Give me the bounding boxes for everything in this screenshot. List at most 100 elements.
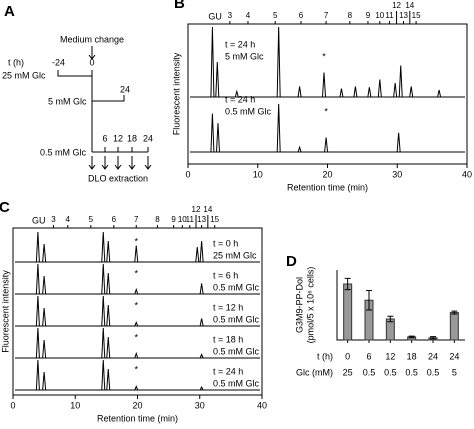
peak bbox=[106, 272, 111, 295]
x-tick-label: 30 bbox=[392, 169, 402, 179]
peak bbox=[35, 231, 40, 263]
gu-tick-label: 10 bbox=[375, 11, 384, 20]
peak bbox=[134, 287, 139, 295]
peak bbox=[195, 246, 200, 263]
time: -24 bbox=[52, 57, 65, 67]
peak bbox=[276, 26, 281, 98]
peak bbox=[35, 263, 40, 295]
peak bbox=[322, 72, 327, 98]
gu-tick-label: 4 bbox=[66, 215, 71, 224]
trace-label: t = 12 h bbox=[213, 302, 243, 312]
asterisk: * bbox=[134, 236, 138, 246]
trace-label: 0.5 mM Glc bbox=[213, 314, 260, 324]
peak bbox=[437, 89, 442, 98]
x-axis-label: Retention time (min) bbox=[287, 182, 368, 192]
peak bbox=[42, 307, 47, 327]
x-tick-label: 20 bbox=[322, 169, 332, 179]
peak bbox=[393, 82, 398, 98]
x-axis-label: Retention time (min) bbox=[97, 413, 178, 423]
peak bbox=[215, 123, 220, 153]
x-tick-label: 10 bbox=[70, 400, 80, 410]
x-tick-label: 0.5 bbox=[405, 367, 418, 377]
time: 18 bbox=[127, 133, 137, 143]
x-tick-label: 24 bbox=[449, 351, 459, 361]
peak bbox=[42, 243, 47, 263]
peak bbox=[35, 359, 40, 391]
trace-label: 0.5 mM Glc bbox=[213, 282, 260, 292]
peak bbox=[35, 327, 40, 359]
x-tick-label: 0.5 bbox=[384, 367, 397, 377]
peak bbox=[199, 240, 204, 263]
row-label: t (h) bbox=[317, 351, 333, 361]
peak bbox=[199, 385, 204, 391]
peak bbox=[215, 61, 220, 98]
peak bbox=[210, 26, 215, 98]
y-axis-label: Fluorescent intensity bbox=[0, 270, 10, 353]
peak bbox=[101, 263, 106, 295]
peak bbox=[101, 359, 106, 391]
peak bbox=[199, 318, 204, 327]
peak bbox=[398, 65, 403, 98]
x-tick-label: 5 bbox=[452, 367, 457, 377]
trace-label: t = 24 h bbox=[225, 94, 255, 104]
x-tick-label: 6 bbox=[366, 351, 371, 361]
time: 12 bbox=[113, 133, 123, 143]
x-tick-label: 24 bbox=[428, 351, 438, 361]
time: 6 bbox=[102, 133, 107, 143]
panel-label: C bbox=[0, 199, 10, 216]
arrows bbox=[88, 156, 152, 170]
x-tick-label: 0 bbox=[185, 169, 190, 179]
gu-tick-label: 5 bbox=[273, 11, 278, 20]
x-tick-label: 12 bbox=[385, 351, 395, 361]
trace-label: 0.5 mM Glc bbox=[213, 346, 260, 356]
arrow bbox=[88, 46, 96, 60]
peak bbox=[101, 295, 106, 327]
peak bbox=[134, 321, 139, 327]
bar bbox=[343, 283, 353, 341]
x-tick-label: 25 bbox=[343, 367, 353, 377]
error-bar bbox=[451, 310, 458, 315]
gu-tick-label: 11 bbox=[385, 11, 394, 20]
x-tick-label: 40 bbox=[257, 400, 267, 410]
condition: 25 mM Glc bbox=[2, 70, 46, 80]
error-bar bbox=[430, 336, 436, 340]
peak bbox=[106, 304, 111, 327]
asterisk: * bbox=[322, 51, 326, 61]
asterisk: * bbox=[134, 268, 138, 278]
gu-tick-label: 13 bbox=[399, 11, 408, 20]
gu-tick-label: 9 bbox=[171, 215, 176, 224]
gu-tick-label: 12 bbox=[192, 205, 201, 214]
gu-tick-label: 12 bbox=[392, 1, 401, 10]
time: 24 bbox=[120, 84, 130, 94]
peak bbox=[396, 132, 401, 153]
condition: 0.5 mM Glc bbox=[40, 147, 87, 157]
peak bbox=[134, 385, 139, 391]
peak bbox=[42, 371, 47, 391]
peak bbox=[367, 87, 372, 98]
trace-label: t = 24 h bbox=[213, 366, 243, 376]
gu-tick-label: 10 bbox=[178, 215, 187, 224]
x-tick-label: 0 bbox=[345, 351, 350, 361]
y-axis-label: (pmol/5 x 10⁶ cells) bbox=[305, 267, 315, 344]
peak bbox=[210, 113, 215, 153]
peak bbox=[35, 295, 40, 327]
gu-tick-label: 6 bbox=[299, 11, 304, 20]
peak bbox=[409, 86, 414, 98]
peak bbox=[106, 368, 111, 391]
x-tick-label: 0.5 bbox=[427, 367, 440, 377]
peak bbox=[106, 240, 111, 263]
peak bbox=[42, 339, 47, 359]
row-label: Glc (mM) bbox=[296, 367, 333, 377]
x-tick-label: 0.5 bbox=[363, 367, 376, 377]
peak bbox=[353, 86, 358, 98]
x-tick-label: 10 bbox=[253, 169, 263, 179]
peak bbox=[101, 327, 106, 359]
gu-tick-label: 14 bbox=[405, 1, 414, 10]
trace-label: t = 6 h bbox=[213, 270, 238, 280]
panel-label: B bbox=[174, 0, 185, 12]
x-tick-label: 0 bbox=[10, 400, 15, 410]
trace-label: 25 mM Glc bbox=[213, 250, 257, 260]
x-tick-label: 18 bbox=[407, 351, 417, 361]
panel-label: D bbox=[286, 253, 297, 270]
